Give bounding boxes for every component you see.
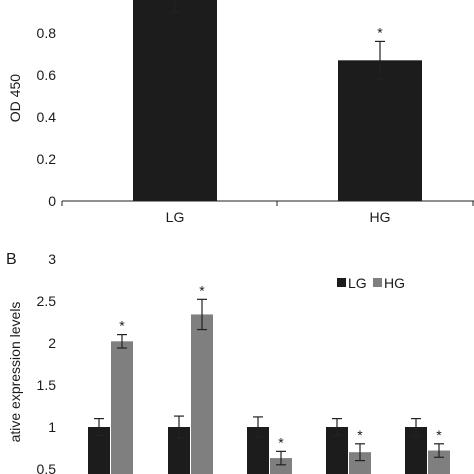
panel-a-xtick-label: HG [370,209,391,225]
panel-a-ytick-label: 0.8 [37,25,57,41]
panel-b-bar-lg [247,427,269,474]
panel-a-od450-chart: 0 0.2 0.4 0.6 0.8 OD 450 LG HG * [7,0,474,225]
panel-a-y-axis-title: OD 450 [7,74,23,122]
panel-b-significance-star: * [278,434,284,450]
panel-b-bar-lg [168,427,190,474]
panel-b-bar-hg [428,450,450,474]
panel-b-legend-swatch-hg [373,278,382,287]
panel-b-significance-star: * [436,427,442,443]
panel-b-significance-star: * [119,318,125,334]
panel-b-y-axis-title: ative expression levels [7,302,23,443]
panel-a-bar-hg [338,60,422,201]
panel-b-bar-lg [326,427,348,474]
panel-b-ytick-label: 0.5 [37,461,57,474]
panel-a-ytick-label: 0.6 [37,67,57,83]
panel-b-ytick-label: 2 [48,335,56,351]
panel-b-bar-lg [88,427,110,474]
panel-b-legend-label-hg: HG [384,275,405,291]
panel-b-letter: B [6,251,17,268]
panel-a-ytick-label: 0 [48,193,56,209]
panel-b-bar-hg [191,314,213,474]
panel-b-significance-star: * [357,427,363,443]
panel-b-ytick-label: 1 [48,419,56,435]
panel-b-ytick-label: 1.5 [37,377,57,393]
panel-a-ytick-label: 0.2 [37,151,57,167]
panel-b-bar-lg [405,427,427,474]
panel-b-significance-star: * [199,282,205,298]
panel-b-bar-hg [270,458,292,474]
panel-b-bar-hg [349,452,371,474]
panel-a-bar-lg [133,0,217,202]
panel-a-xtick-label: LG [166,209,185,225]
panel-b-bar-hg [111,341,133,474]
panel-a-ytick-label: 0.4 [37,109,57,125]
panel-b-ytick-label: 3 [48,251,56,267]
panel-b-ytick-label: 2.5 [37,293,57,309]
panel-a-significance-star: * [377,24,383,40]
panel-b-legend-label-lg: LG [348,275,367,291]
panel-b-legend-swatch-lg [337,278,346,287]
panel-b-expression-chart: B 0.5 1 1.5 2 2.5 3 ative expression levels * * * *… [6,251,450,474]
